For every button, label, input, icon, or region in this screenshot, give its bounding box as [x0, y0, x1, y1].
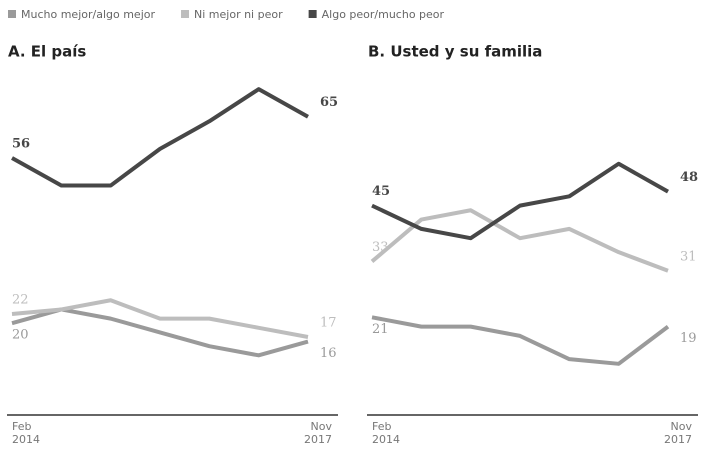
- legend-swatch: [8, 10, 16, 18]
- data-label: 16: [320, 346, 337, 361]
- line: [371, 315, 670, 366]
- line: [371, 161, 669, 241]
- data-label: 65: [320, 95, 338, 110]
- data-label: 19: [680, 331, 697, 346]
- line: [370, 208, 669, 273]
- line: [11, 298, 309, 339]
- data-label: 17: [320, 315, 337, 330]
- legend-label: Ni mejor ni peor: [194, 8, 283, 21]
- x-tick-label: Nov 2017: [304, 420, 332, 446]
- x-tick-label: Feb 2014: [12, 420, 40, 446]
- data-label: 33: [372, 240, 389, 255]
- data-label: 21: [372, 322, 389, 337]
- panel-title: A. El país: [8, 43, 86, 61]
- data-label: 20: [12, 328, 29, 343]
- data-label: 22: [12, 293, 29, 308]
- data-label: 31: [680, 249, 697, 264]
- legend-swatch: [181, 10, 190, 18]
- data-label: 48: [680, 170, 698, 185]
- line: [11, 307, 309, 358]
- x-tick-label: Nov 2017: [664, 420, 692, 446]
- panel-title: B. Usted y su familia: [368, 43, 542, 61]
- legend-label: Mucho mejor/algo mejor: [21, 8, 155, 21]
- data-label: 56: [12, 137, 30, 152]
- legend-swatch: [308, 10, 317, 18]
- legend-label: Algo peor/mucho peor: [322, 8, 445, 21]
- data-label: 45: [372, 184, 390, 199]
- x-tick-label: Feb 2014: [372, 420, 400, 446]
- line: [11, 87, 309, 188]
